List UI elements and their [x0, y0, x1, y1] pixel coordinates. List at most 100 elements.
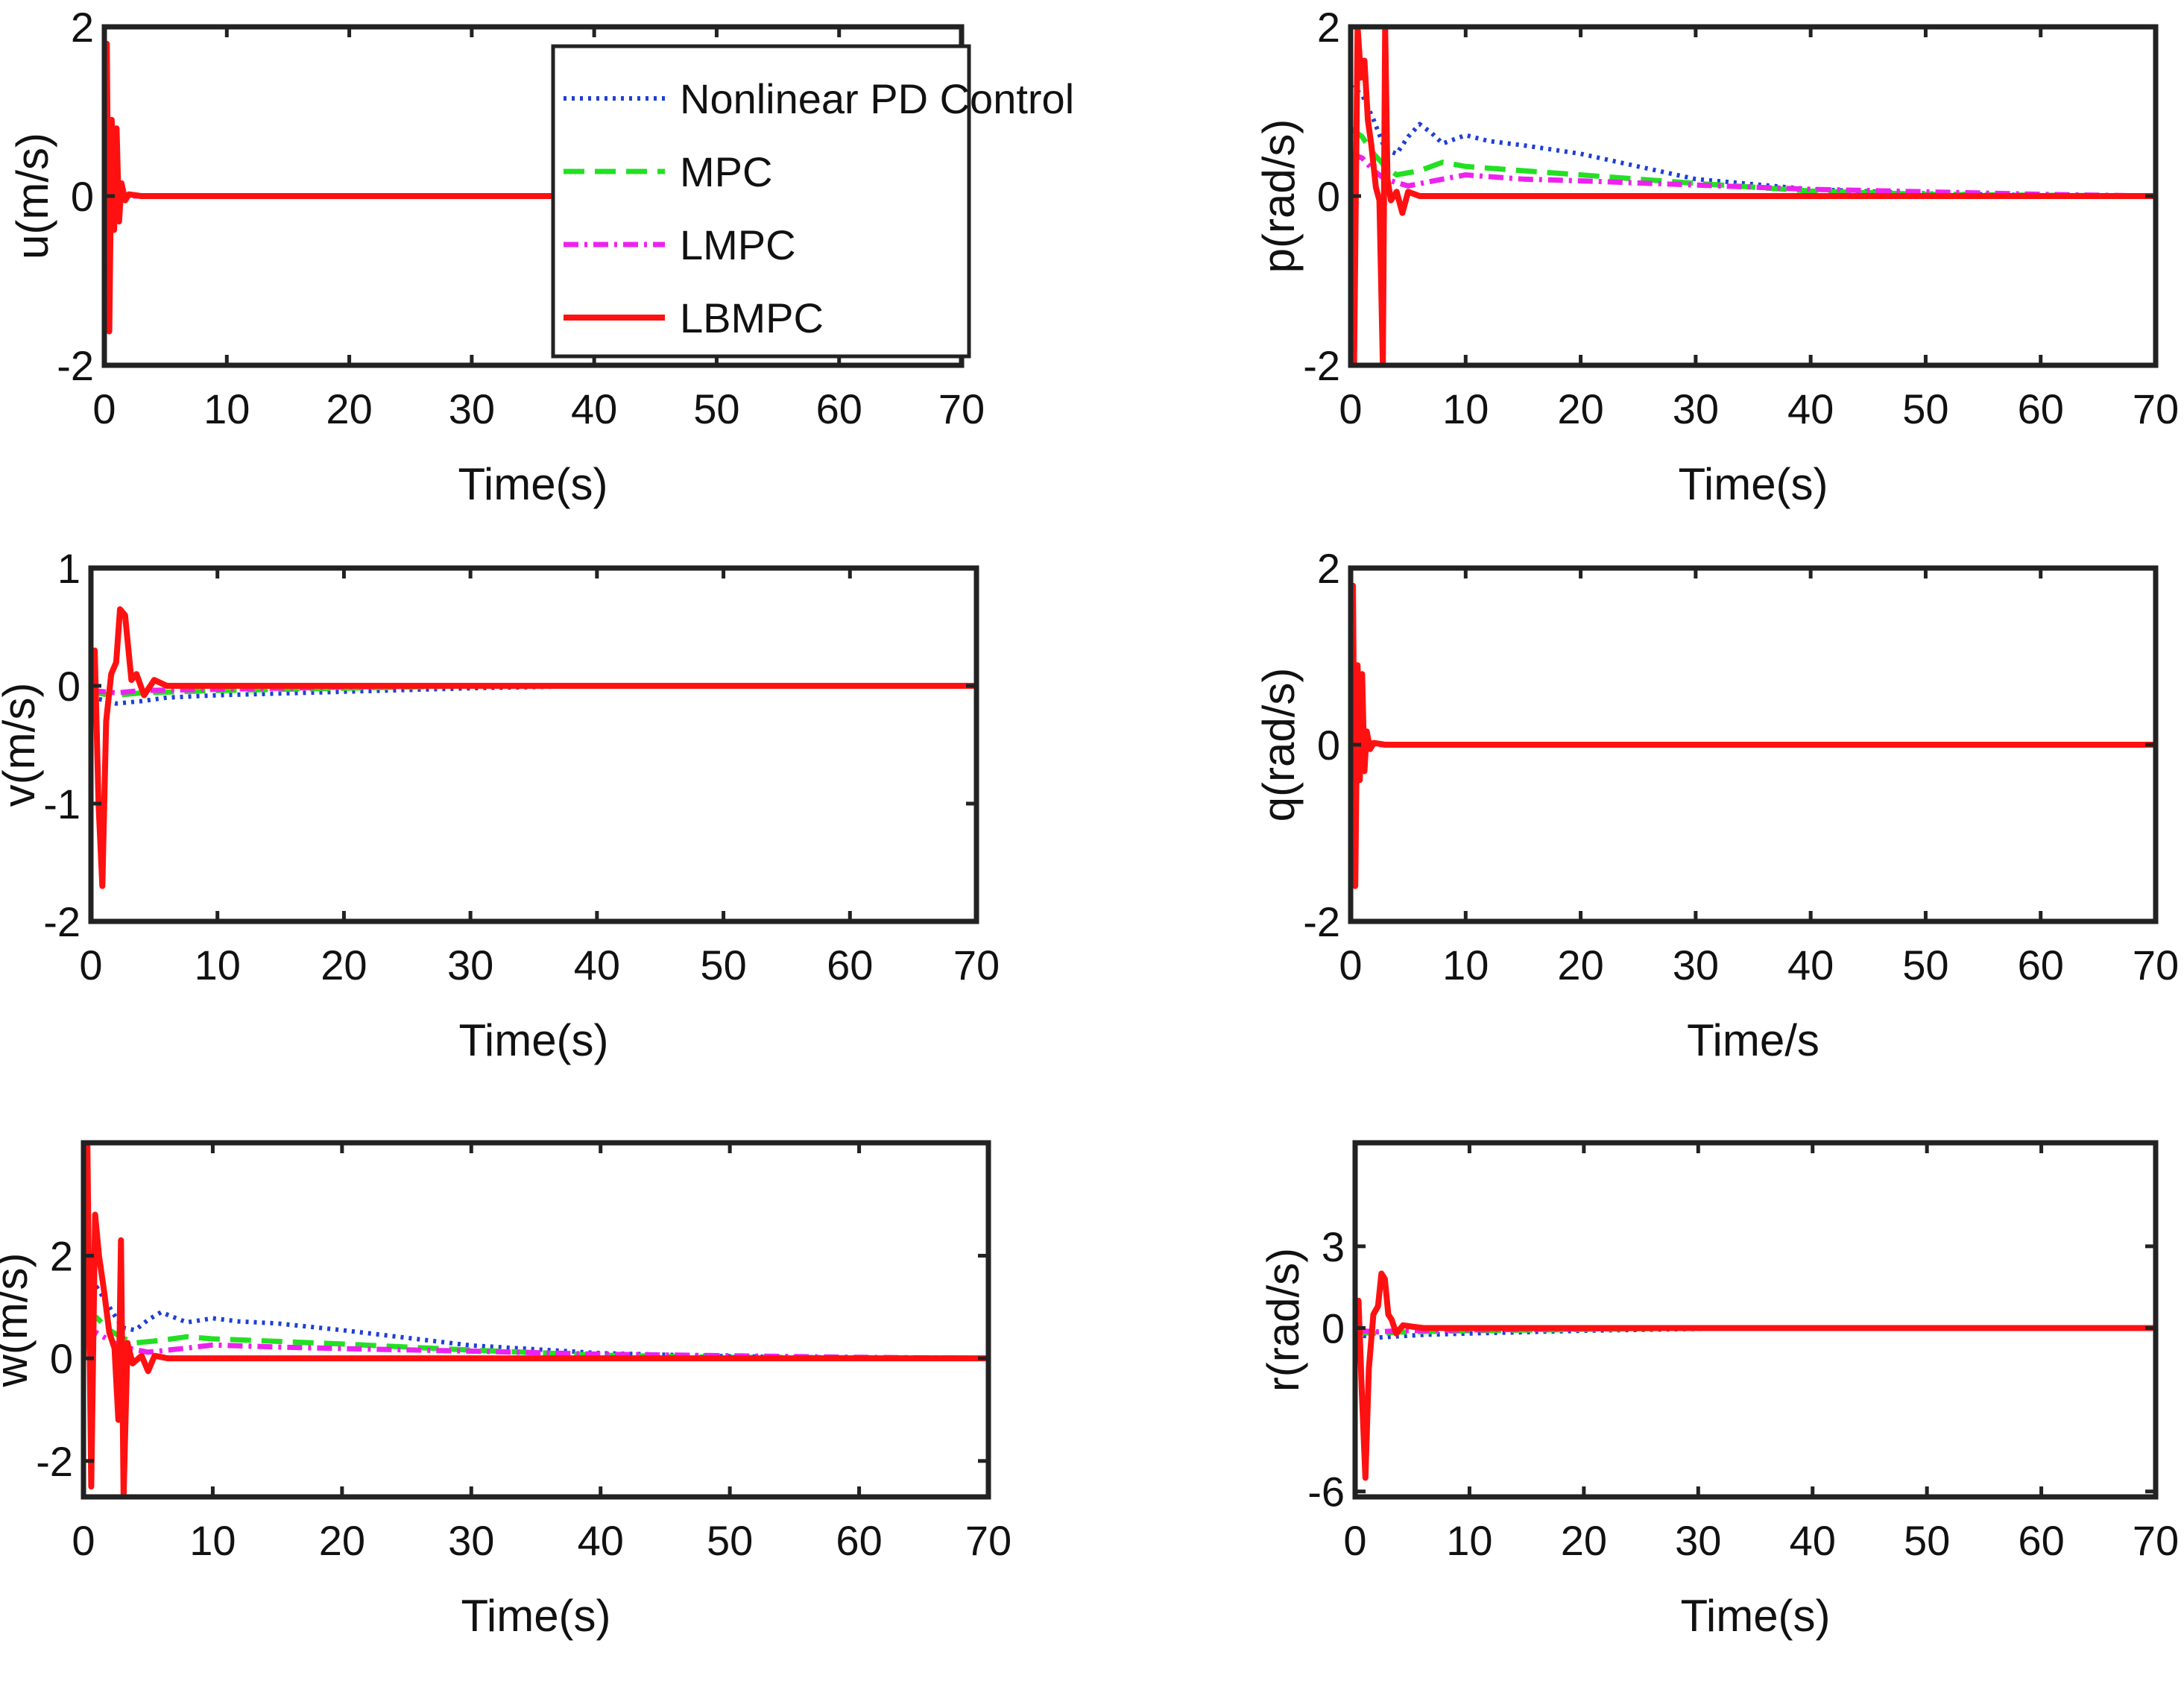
x-tick-label-v: 40 — [574, 942, 620, 988]
y-tick-label-w: 0 — [50, 1335, 73, 1382]
series-line-p-mpc — [1351, 126, 2156, 199]
legend-label-lmpc: LMPC — [680, 221, 796, 268]
y-tick-label-r: 3 — [1322, 1223, 1345, 1270]
x-tick-label-r: 30 — [1675, 1517, 1721, 1564]
y-tick-label-w: 2 — [50, 1232, 73, 1279]
subplot-v: 0 10 20 30 40 50 60 70 -2 -1 0 1 Time(s) v(m/s) — [0, 545, 1000, 1065]
x-tick-label-u: 70 — [938, 385, 985, 432]
y-axis-label-p: p(rad/s) — [1254, 119, 1304, 274]
y-axis-label-r: r(rad/s) — [1258, 1248, 1308, 1392]
x-tick-label-u: 30 — [449, 385, 495, 432]
x-tick-label-r: 10 — [1446, 1517, 1492, 1564]
x-tick-label-v: 70 — [953, 942, 1000, 988]
x-tick-label-u: 40 — [571, 385, 617, 432]
x-axis-label-v: Time(s) — [458, 1015, 608, 1065]
x-tick-label-p: 30 — [1673, 385, 1719, 432]
y-axis-label-w: w(m/s) — [0, 1253, 37, 1388]
series-line-w-lbmpc — [83, 1143, 988, 1497]
legend-label-mpc: MPC — [680, 148, 772, 195]
y-axis-label-u: u(m/s) — [7, 133, 57, 259]
x-tick-label-w: 30 — [448, 1517, 494, 1564]
legend-label-nonlinear-pd-control: Nonlinear PD Control — [680, 75, 1074, 122]
x-axis-label-r: Time(s) — [1680, 1591, 1830, 1641]
x-tick-label-p: 10 — [1442, 385, 1489, 432]
x-tick-label-p: 50 — [1902, 385, 1948, 432]
y-tick-label-p: 0 — [1317, 173, 1340, 220]
legend: Nonlinear PD Control MPC LMPC LBMPC — [551, 44, 1074, 359]
x-tick-label-w: 10 — [189, 1517, 236, 1564]
x-tick-label-w: 0 — [72, 1517, 95, 1564]
x-tick-label-r: 50 — [1904, 1517, 1950, 1564]
x-tick-label-q: 10 — [1442, 942, 1489, 988]
x-tick-label-r: 0 — [1343, 1517, 1366, 1564]
x-tick-label-u: 60 — [816, 385, 862, 432]
x-tick-label-q: 30 — [1673, 942, 1719, 988]
y-tick-label-u: 0 — [71, 173, 94, 220]
series-line-w-lmpc — [83, 1327, 988, 1361]
x-tick-label-q: 60 — [2018, 942, 2064, 988]
y-tick-label-v: 0 — [57, 663, 81, 710]
x-tick-label-v: 20 — [321, 942, 367, 988]
x-axis-label-p: Time(s) — [1678, 459, 1828, 509]
y-tick-label-q: 0 — [1317, 722, 1340, 769]
x-tick-label-q: 50 — [1902, 942, 1948, 988]
y-tick-label-r: -6 — [1307, 1469, 1345, 1516]
x-tick-label-q: 70 — [2133, 942, 2179, 988]
x-tick-label-r: 60 — [2018, 1517, 2064, 1564]
y-axis-label-q: q(rad/s) — [1254, 668, 1304, 822]
series-group-p — [1351, 27, 2156, 365]
y-tick-label-q: 2 — [1317, 545, 1340, 592]
y-tick-label-p: -2 — [1303, 342, 1340, 389]
series-line-p-nonlinear-pd-control — [1351, 84, 2156, 198]
y-tick-label-p: 2 — [1317, 4, 1340, 51]
x-tick-label-u: 20 — [326, 385, 372, 432]
x-tick-label-p: 20 — [1557, 385, 1603, 432]
y-tick-label-v: -2 — [43, 898, 81, 945]
series-line-r-lbmpc — [1355, 1270, 2156, 1481]
x-tick-label-r: 40 — [1790, 1517, 1836, 1564]
series-line-p-lbmpc — [1351, 27, 2156, 365]
x-tick-label-w: 40 — [578, 1517, 624, 1564]
y-axis-label-v: v(m/s) — [0, 683, 44, 807]
x-tick-label-p: 40 — [1787, 385, 1834, 432]
x-axis-label-w: Time(s) — [461, 1591, 610, 1641]
x-tick-label-q: 40 — [1787, 942, 1834, 988]
y-tick-label-w: -2 — [36, 1438, 73, 1485]
series-group-v — [91, 606, 976, 889]
x-tick-label-w: 60 — [836, 1517, 882, 1564]
x-tick-label-w: 70 — [965, 1517, 1011, 1564]
y-tick-label-r: 0 — [1322, 1305, 1345, 1352]
axes-frame-v — [88, 565, 979, 924]
x-tick-label-p: 0 — [1339, 385, 1362, 432]
series-line-q-lbmpc — [1351, 582, 2156, 889]
x-tick-label-u: 10 — [203, 385, 250, 432]
x-tick-label-w: 50 — [707, 1517, 753, 1564]
subplot-u: 0 10 20 30 40 50 60 70-202Time(s)u(m/s)Nonlinea… — [7, 4, 1074, 509]
legend-label-lbmpc: LBMPC — [680, 294, 824, 341]
axes-frame-w — [81, 1140, 991, 1500]
x-tick-label-v: 30 — [447, 942, 493, 988]
x-tick-label-v: 50 — [700, 942, 746, 988]
x-tick-label-r: 20 — [1561, 1517, 1607, 1564]
series-line-v-lbmpc — [91, 606, 976, 889]
x-tick-label-u: 50 — [693, 385, 739, 432]
series-group-q — [1351, 582, 2156, 889]
axes-frame-r — [1352, 1140, 2159, 1500]
y-tick-label-u: -2 — [57, 342, 94, 389]
x-tick-label-v: 0 — [79, 942, 102, 988]
x-tick-label-v: 60 — [827, 942, 873, 988]
series-line-r-lmpc — [1355, 1325, 2156, 1335]
y-tick-label-v: 1 — [57, 545, 81, 592]
x-tick-label-r: 70 — [2133, 1517, 2179, 1564]
subplot-w: 0 10 20 30 40 50 60 70 -2 0 2 Time(s) w(m/s) — [0, 1140, 1011, 1641]
x-tick-label-u: 0 — [92, 385, 116, 432]
series-group-r — [1355, 1270, 2156, 1481]
y-tick-label-v: -1 — [43, 780, 81, 827]
x-axis-label-q: Time/s — [1687, 1015, 1820, 1065]
series-line-u-lbmpc — [104, 40, 962, 335]
x-tick-label-p: 70 — [2133, 385, 2179, 432]
